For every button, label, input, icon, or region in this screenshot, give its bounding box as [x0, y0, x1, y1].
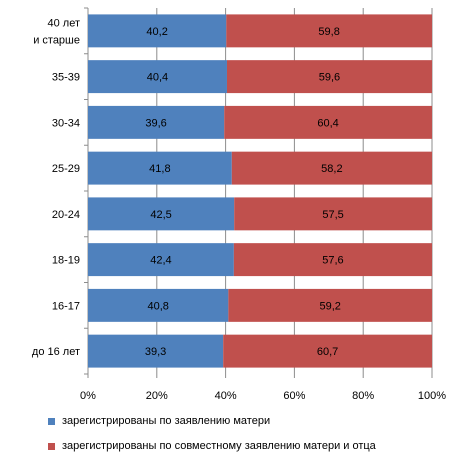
- bar-segment-joint: [228, 288, 432, 322]
- legend-item-joint: зарегистрированы по совместному заявлени…: [48, 440, 376, 452]
- bar-segment-mother: [88, 151, 232, 185]
- data-label: 60,4: [317, 117, 338, 129]
- data-label: 40,2: [146, 26, 167, 38]
- bar-segment-mother: [88, 14, 227, 48]
- data-label: 40,4: [147, 72, 168, 84]
- data-label: 58,2: [321, 163, 342, 175]
- category-label: до 16 лет: [32, 346, 80, 358]
- data-label: 60,7: [317, 346, 338, 358]
- legend-label-joint: зарегистрированы по совместному заявлени…: [62, 440, 376, 452]
- bar-segment-mother: [88, 334, 224, 368]
- x-tick-label: 80%: [352, 390, 374, 402]
- legend-label-mother: зарегистрированы по заявлению матери: [62, 415, 271, 427]
- data-label: 57,6: [322, 255, 343, 267]
- bar-segment-joint: [231, 151, 432, 185]
- legend-item-mother: зарегистрированы по заявлению матери: [48, 415, 270, 427]
- category-label: 16-17: [52, 300, 80, 312]
- category-label: 40 лет: [47, 17, 80, 29]
- category-label: 25-29: [52, 163, 80, 175]
- data-label: 39,3: [145, 346, 166, 358]
- data-label: 59,2: [319, 300, 340, 312]
- category-label: и старше: [33, 34, 80, 46]
- x-tick-label: 20%: [146, 390, 168, 402]
- category-label: 18-19: [52, 255, 80, 267]
- data-label: 42,4: [150, 255, 171, 267]
- x-tick-label: 100%: [418, 390, 446, 402]
- data-label: 42,5: [150, 209, 171, 221]
- category-label: 35-39: [52, 72, 80, 84]
- bar-segment-joint: [226, 60, 432, 94]
- bar-segment-joint: [234, 197, 432, 231]
- bar-segment-joint: [223, 334, 432, 368]
- category-label: 20-24: [52, 209, 80, 221]
- data-label: 57,5: [322, 209, 343, 221]
- category-label: 30-34: [52, 117, 80, 129]
- data-label: 59,6: [319, 72, 340, 84]
- x-tick-label: 60%: [283, 390, 305, 402]
- bar-segment-mother: [88, 197, 235, 231]
- bar-segment-joint: [233, 243, 432, 277]
- x-tick-label: 0%: [80, 390, 96, 402]
- bar-segment-mother: [88, 288, 229, 322]
- bar-segment-mother: [88, 60, 227, 94]
- bar-segment-joint: [226, 14, 432, 48]
- bar-segment-mother: [88, 243, 234, 277]
- legend-swatch-mother: [48, 417, 55, 425]
- legend-swatch-joint: [48, 442, 55, 450]
- data-label: 40,8: [147, 300, 168, 312]
- x-tick-label: 40%: [215, 390, 237, 402]
- data-label: 41,8: [149, 163, 170, 175]
- data-label: 59,8: [318, 26, 339, 38]
- bar-segment-joint: [224, 105, 432, 139]
- bar-segment-mother: [88, 105, 225, 139]
- data-label: 39,6: [145, 117, 166, 129]
